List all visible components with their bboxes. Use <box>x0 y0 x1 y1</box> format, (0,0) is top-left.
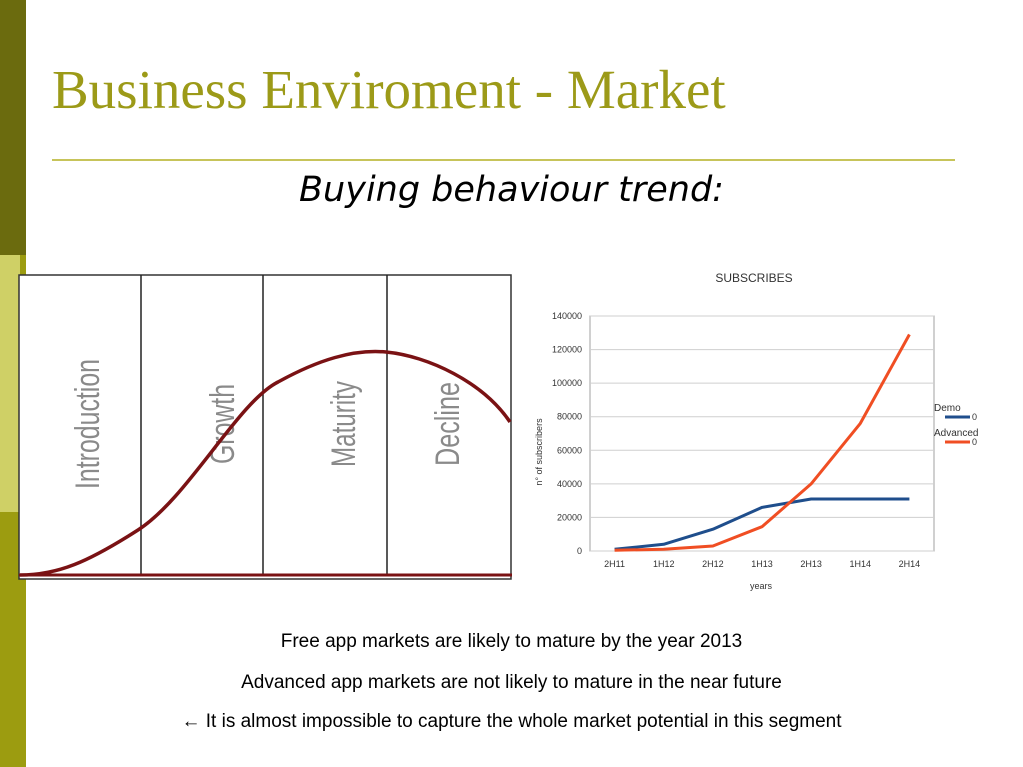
x-tick-label: 2H13 <box>800 559 822 569</box>
y-tick-label: 140000 <box>552 311 582 321</box>
x-tick-label: 1H14 <box>850 559 872 569</box>
legend-label: Advanced <box>934 428 978 439</box>
series-line-demo <box>614 497 910 551</box>
x-tick-label: 2H14 <box>899 559 921 569</box>
series-line-advanced <box>614 333 911 552</box>
plc-frame <box>18 274 512 580</box>
plc-stage-label: Maturity <box>325 381 363 467</box>
chart-title: SUBSCRIBES <box>715 271 792 285</box>
product-life-cycle-chart: Introduction Growth Maturity Decline <box>18 274 512 580</box>
x-tick-label: 2H11 <box>604 559 625 569</box>
y-tick-label: 40000 <box>557 479 582 489</box>
y-axis-label: n° of subscribers <box>534 418 544 486</box>
y-tick-label: 60000 <box>557 445 582 455</box>
plc-stage-label: Introduction <box>69 359 107 489</box>
slide-subtitle: Buying behaviour trend: <box>299 170 724 210</box>
plot-area <box>589 315 935 552</box>
y-tick-label: 0 <box>577 546 582 556</box>
x-tick-label: 1H12 <box>653 559 675 569</box>
x-tick-label: 2H12 <box>702 559 724 569</box>
y-tick-label: 100000 <box>552 378 582 388</box>
slide-title: Business Enviroment - Market <box>52 59 726 120</box>
plc-curve <box>19 349 512 577</box>
subscribers-line-chart: SUBSCRIBES n° of subscribers years 0 2000… <box>534 271 978 591</box>
sidebar-band-light <box>0 255 20 512</box>
plc-stage-label: Decline <box>429 382 467 466</box>
legend-value: 0 <box>972 437 977 447</box>
sidebar-band-dark <box>0 0 26 255</box>
y-tick-label: 120000 <box>552 345 582 355</box>
legend-label: Demo <box>934 403 961 414</box>
bullet-line-1: Free app markets are likely to mature by… <box>280 631 743 652</box>
y-tick-label: 20000 <box>557 512 582 522</box>
bullet-line-3: ← It is almost impossible to capture the… <box>181 711 842 732</box>
bullet-line-2: Advanced app markets are not likely to m… <box>241 672 782 693</box>
y-tick-label: 80000 <box>557 412 582 422</box>
x-axis-label: years <box>750 581 773 591</box>
x-tick-label: 1H13 <box>751 559 773 569</box>
title-divider <box>52 159 955 161</box>
legend-value: 0 <box>972 412 977 422</box>
